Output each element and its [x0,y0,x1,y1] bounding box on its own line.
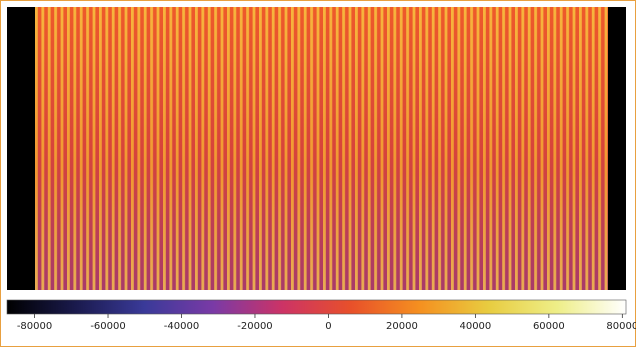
heatmap-stripes [35,7,608,290]
tick-label: -80000 [17,321,52,332]
right-padding [608,7,626,290]
tick-label: 60000 [533,321,565,332]
tick-label: 0 [325,321,331,332]
tick-label: 20000 [386,321,418,332]
left-padding [7,7,35,290]
tick-label: -20000 [237,321,272,332]
tick-label: -40000 [164,321,199,332]
tick-label: 80000 [606,321,636,332]
tick-label: 40000 [459,321,491,332]
colorbar [6,299,627,315]
tick-label: -60000 [90,321,125,332]
